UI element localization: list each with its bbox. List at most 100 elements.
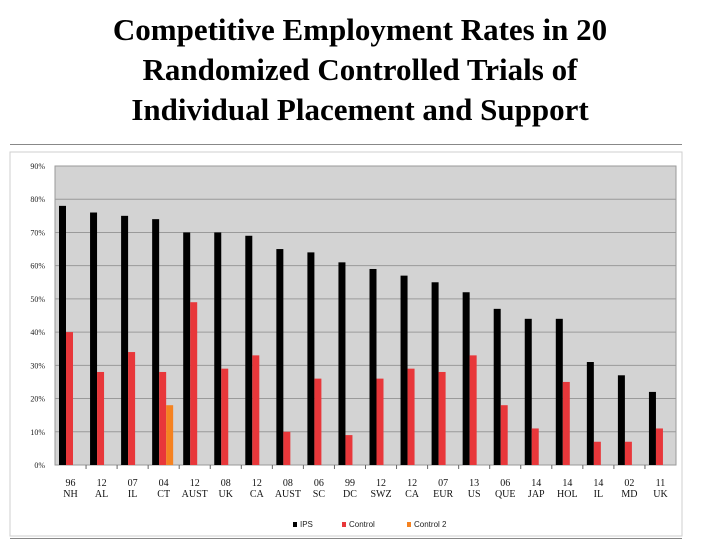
bar-control xyxy=(221,368,229,465)
bar-control xyxy=(97,371,105,465)
x-tick-label-year: 07 xyxy=(128,478,138,489)
bar-ips xyxy=(152,219,160,465)
bar-ips xyxy=(338,262,346,465)
x-tick-label-year: 96 xyxy=(66,478,76,489)
bar-control xyxy=(252,355,260,465)
bar-control xyxy=(345,435,353,465)
x-tick-label-year: 12 xyxy=(376,478,386,489)
y-tick-label: 50% xyxy=(30,295,45,304)
y-tick-label: 30% xyxy=(30,361,45,370)
x-tick-label-year: 06 xyxy=(314,478,324,489)
legend-swatch-control xyxy=(342,522,346,527)
bar-control xyxy=(314,378,322,465)
bar-control xyxy=(562,381,570,465)
bar-control xyxy=(438,371,446,465)
y-tick-label: 40% xyxy=(30,328,45,337)
x-tick-label-year: 08 xyxy=(221,478,231,489)
x-tick-label-site: EUR xyxy=(433,489,453,500)
bar-ips xyxy=(121,215,129,465)
bar-control xyxy=(159,371,167,465)
x-tick-label-year: 12 xyxy=(190,478,200,489)
x-tick-label-year: 13 xyxy=(469,478,479,489)
bar-control xyxy=(376,378,384,465)
bar-ips xyxy=(307,252,315,465)
plot-area xyxy=(54,165,677,466)
y-tick-label: 0% xyxy=(34,461,45,470)
bar-ips xyxy=(400,275,408,465)
x-tick-label-site: CA xyxy=(250,489,265,500)
x-tick-label-year: 11 xyxy=(656,478,666,489)
title-line-2: Randomized Controlled Trials of xyxy=(142,52,578,87)
x-tick-label-year: 07 xyxy=(438,478,448,489)
bar-ips xyxy=(90,212,98,465)
legend-label-control: Control xyxy=(349,520,375,529)
y-tick-label: 70% xyxy=(30,228,45,237)
x-tick-label-site: AUST xyxy=(182,489,208,500)
bar-control xyxy=(128,352,136,465)
x-tick-label-site: AUST xyxy=(275,489,301,500)
bar-ips xyxy=(617,375,625,465)
bar-ips xyxy=(369,268,377,465)
x-tick-label-site: IL xyxy=(594,489,603,500)
bar-control xyxy=(190,302,198,465)
bar-control xyxy=(283,431,291,465)
legend-swatch-control-2 xyxy=(407,522,411,527)
bar-ips xyxy=(586,362,594,465)
x-tick-label-site: US xyxy=(468,489,481,500)
y-tick-label: 10% xyxy=(30,428,45,437)
bar-ips xyxy=(183,232,191,465)
x-tick-label-year: 99 xyxy=(345,478,355,489)
bar-ips xyxy=(214,232,222,465)
x-tick-label-year: 12 xyxy=(252,478,262,489)
bar-control xyxy=(593,441,601,465)
x-tick-label-year: 08 xyxy=(283,478,293,489)
bar-control xyxy=(531,428,539,465)
page-title: Competitive Employment Rates in 20 Rando… xyxy=(0,10,720,130)
x-tick-label-site: SC xyxy=(313,489,326,500)
legend-swatch-ips xyxy=(293,522,297,527)
bar-control-2 xyxy=(166,405,174,465)
x-tick-label-site: DC xyxy=(343,489,357,500)
x-tick-label-year: 02 xyxy=(624,478,634,489)
y-tick-label: 20% xyxy=(30,395,45,404)
y-tick-label: 80% xyxy=(30,195,45,204)
x-tick-label-year: 14 xyxy=(562,478,572,489)
x-tick-label-site: NH xyxy=(63,489,77,500)
bar-control xyxy=(66,332,73,465)
x-tick-label-site: CT xyxy=(157,489,170,500)
x-tick-label-site: IL xyxy=(128,489,137,500)
bar-ips xyxy=(59,205,66,465)
x-tick-label-site: HOL xyxy=(557,489,578,500)
bar-ips xyxy=(276,249,284,465)
y-tick-label: 90% xyxy=(30,162,45,171)
x-tick-label-year: 14 xyxy=(531,478,541,489)
x-tick-label-site: AL xyxy=(95,489,108,500)
bar-ips xyxy=(648,391,656,465)
title-line-1: Competitive Employment Rates in 20 xyxy=(112,12,608,47)
title-line-3: Individual Placement and Support xyxy=(131,92,589,127)
bar-ips xyxy=(462,292,470,465)
x-tick-label-site: SWZ xyxy=(370,489,391,500)
bar-ips xyxy=(493,308,501,465)
x-tick-label-year: 12 xyxy=(97,478,107,489)
bar-ips xyxy=(524,318,532,465)
x-tick-label-site: UK xyxy=(653,489,668,500)
x-tick-label-year: 06 xyxy=(500,478,510,489)
legend-label-control-2: Control 2 xyxy=(414,520,447,529)
bottom-divider xyxy=(10,538,682,539)
bar-control xyxy=(407,368,415,465)
bar-control xyxy=(469,355,477,465)
bar-control xyxy=(655,428,663,465)
x-tick-label-site: QUE xyxy=(495,489,516,500)
bar-ips xyxy=(245,235,253,465)
bar-ips xyxy=(555,318,563,465)
top-divider xyxy=(10,144,682,145)
x-tick-label-site: UK xyxy=(219,489,234,500)
x-tick-label-year: 14 xyxy=(593,478,603,489)
x-tick-label-site: MD xyxy=(621,489,637,500)
bar-control xyxy=(500,405,508,465)
legend-label-ips: IPS xyxy=(300,520,313,529)
bar-ips xyxy=(431,282,439,465)
x-tick-label-year: 12 xyxy=(407,478,417,489)
